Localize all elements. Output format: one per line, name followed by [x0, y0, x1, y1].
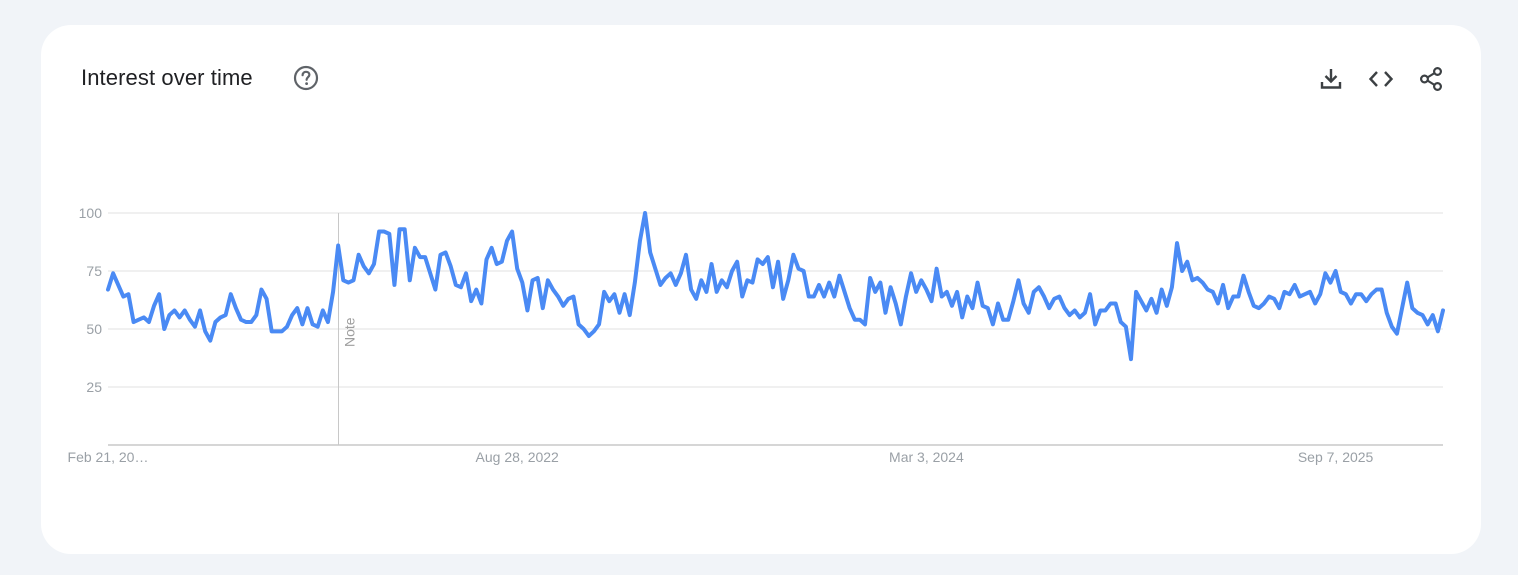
interest-over-time-card: Interest over time — [41, 25, 1481, 554]
embed-code-icon — [1368, 71, 1394, 87]
embed-button[interactable] — [1367, 65, 1395, 93]
download-icon — [1320, 69, 1342, 89]
chart-actions — [1317, 65, 1445, 93]
share-icon — [1419, 66, 1443, 92]
page-title: Interest over time — [81, 65, 253, 90]
help-circle-icon[interactable] — [293, 65, 319, 91]
share-button[interactable] — [1417, 65, 1445, 93]
download-button[interactable] — [1317, 65, 1345, 93]
